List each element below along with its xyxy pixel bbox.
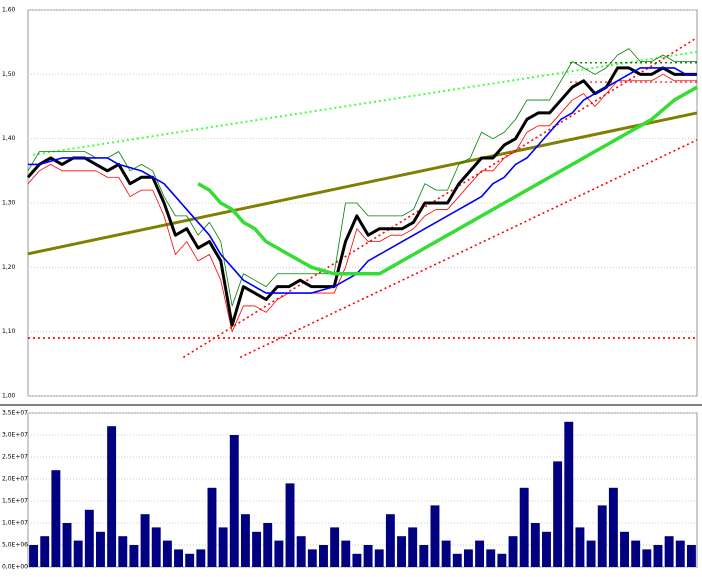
volume-bar bbox=[675, 540, 685, 567]
volume-bar bbox=[363, 545, 373, 567]
volume-bar bbox=[352, 553, 362, 567]
volume-bar bbox=[508, 536, 518, 567]
y-tick-label: 3,5E+07 bbox=[2, 410, 28, 417]
trend-line bbox=[239, 139, 698, 359]
price-line bbox=[26, 66, 697, 327]
volume-bar bbox=[307, 549, 317, 567]
volume-bar bbox=[274, 540, 284, 567]
volume-bar bbox=[408, 527, 418, 567]
volume-bar bbox=[419, 545, 429, 567]
y-tick-label: 1,10 bbox=[2, 328, 16, 335]
y-tick-label: 0,0E+00 bbox=[2, 564, 28, 571]
volume-bar bbox=[441, 540, 451, 567]
volume-bar bbox=[374, 549, 384, 567]
volume-bar bbox=[252, 531, 262, 567]
y-tick-label: 2,0E+07 bbox=[2, 476, 28, 483]
volume-bar bbox=[330, 527, 340, 567]
volume-bar bbox=[475, 540, 485, 567]
volume-bar bbox=[107, 426, 117, 567]
volume-bar bbox=[40, 536, 50, 567]
volume-bar bbox=[530, 523, 540, 567]
price-line bbox=[27, 48, 697, 307]
volume-bar bbox=[207, 487, 217, 567]
volume-bar bbox=[341, 540, 351, 567]
volume-bar bbox=[218, 527, 228, 567]
volume-bar bbox=[151, 527, 161, 567]
volume-bar bbox=[430, 505, 440, 567]
volume-bar bbox=[620, 531, 629, 567]
volume-bar bbox=[575, 527, 585, 567]
volume-bar bbox=[631, 540, 641, 567]
volume-bar bbox=[653, 545, 663, 567]
volume-bar bbox=[519, 487, 529, 567]
y-tick-label: 3,0E+07 bbox=[2, 432, 28, 439]
volume-bar bbox=[686, 545, 696, 567]
volume-bar bbox=[642, 549, 652, 567]
price-line bbox=[27, 73, 697, 333]
y-tick-label: 1,40 bbox=[2, 135, 16, 142]
volume-bar bbox=[73, 540, 83, 567]
volume-bar bbox=[542, 531, 551, 567]
volume-bar bbox=[664, 536, 674, 567]
y-tick-label: 1,5E+07 bbox=[2, 498, 28, 505]
y-tick-label: 1,30 bbox=[2, 200, 16, 207]
volume-bar bbox=[285, 483, 295, 567]
y-tick-label: 1,60 bbox=[2, 7, 16, 14]
volume-bar bbox=[553, 461, 563, 567]
volume-bar bbox=[129, 545, 139, 567]
volume-bar bbox=[196, 549, 206, 567]
volume-bar bbox=[319, 545, 328, 567]
volume-bar bbox=[229, 435, 239, 567]
volume-bar bbox=[486, 549, 496, 567]
trend-line bbox=[27, 111, 698, 256]
volume-bar bbox=[452, 553, 462, 567]
price-line bbox=[28, 67, 697, 294]
volume-bar bbox=[96, 531, 105, 567]
y-tick-label: 1,20 bbox=[2, 264, 16, 271]
y-tick-label: 1,00 bbox=[2, 393, 16, 400]
volume-bar bbox=[29, 545, 39, 567]
trend-line bbox=[32, 50, 698, 156]
y-tick-label: 1,50 bbox=[2, 71, 16, 78]
price-line bbox=[197, 85, 698, 276]
volume-bar bbox=[51, 470, 61, 567]
volume-bar bbox=[263, 523, 273, 567]
volume-bar bbox=[564, 421, 574, 567]
volume-bar bbox=[140, 514, 150, 567]
volume-bar bbox=[162, 540, 172, 567]
volume-bar bbox=[586, 540, 596, 567]
volume-bar bbox=[608, 487, 618, 567]
volume-bar bbox=[597, 505, 607, 567]
volume-bar bbox=[240, 514, 250, 567]
volume-panel bbox=[27, 412, 698, 568]
volume-bar bbox=[497, 553, 507, 567]
volume-bar bbox=[174, 549, 183, 567]
volume-bar bbox=[397, 536, 406, 567]
volume-bar bbox=[185, 553, 195, 567]
y-tick-label: 1,0E+07 bbox=[2, 520, 28, 527]
y-tick-label: 2,5E+07 bbox=[2, 454, 28, 461]
volume-bar bbox=[84, 509, 94, 567]
volume-bar bbox=[296, 536, 306, 567]
volume-bar bbox=[62, 523, 72, 567]
y-tick-label: 5,0E+06 bbox=[2, 542, 28, 549]
volume-bar bbox=[385, 514, 395, 567]
trend-line bbox=[182, 36, 698, 359]
volume-bar bbox=[118, 536, 128, 567]
volume-bar bbox=[463, 549, 473, 567]
